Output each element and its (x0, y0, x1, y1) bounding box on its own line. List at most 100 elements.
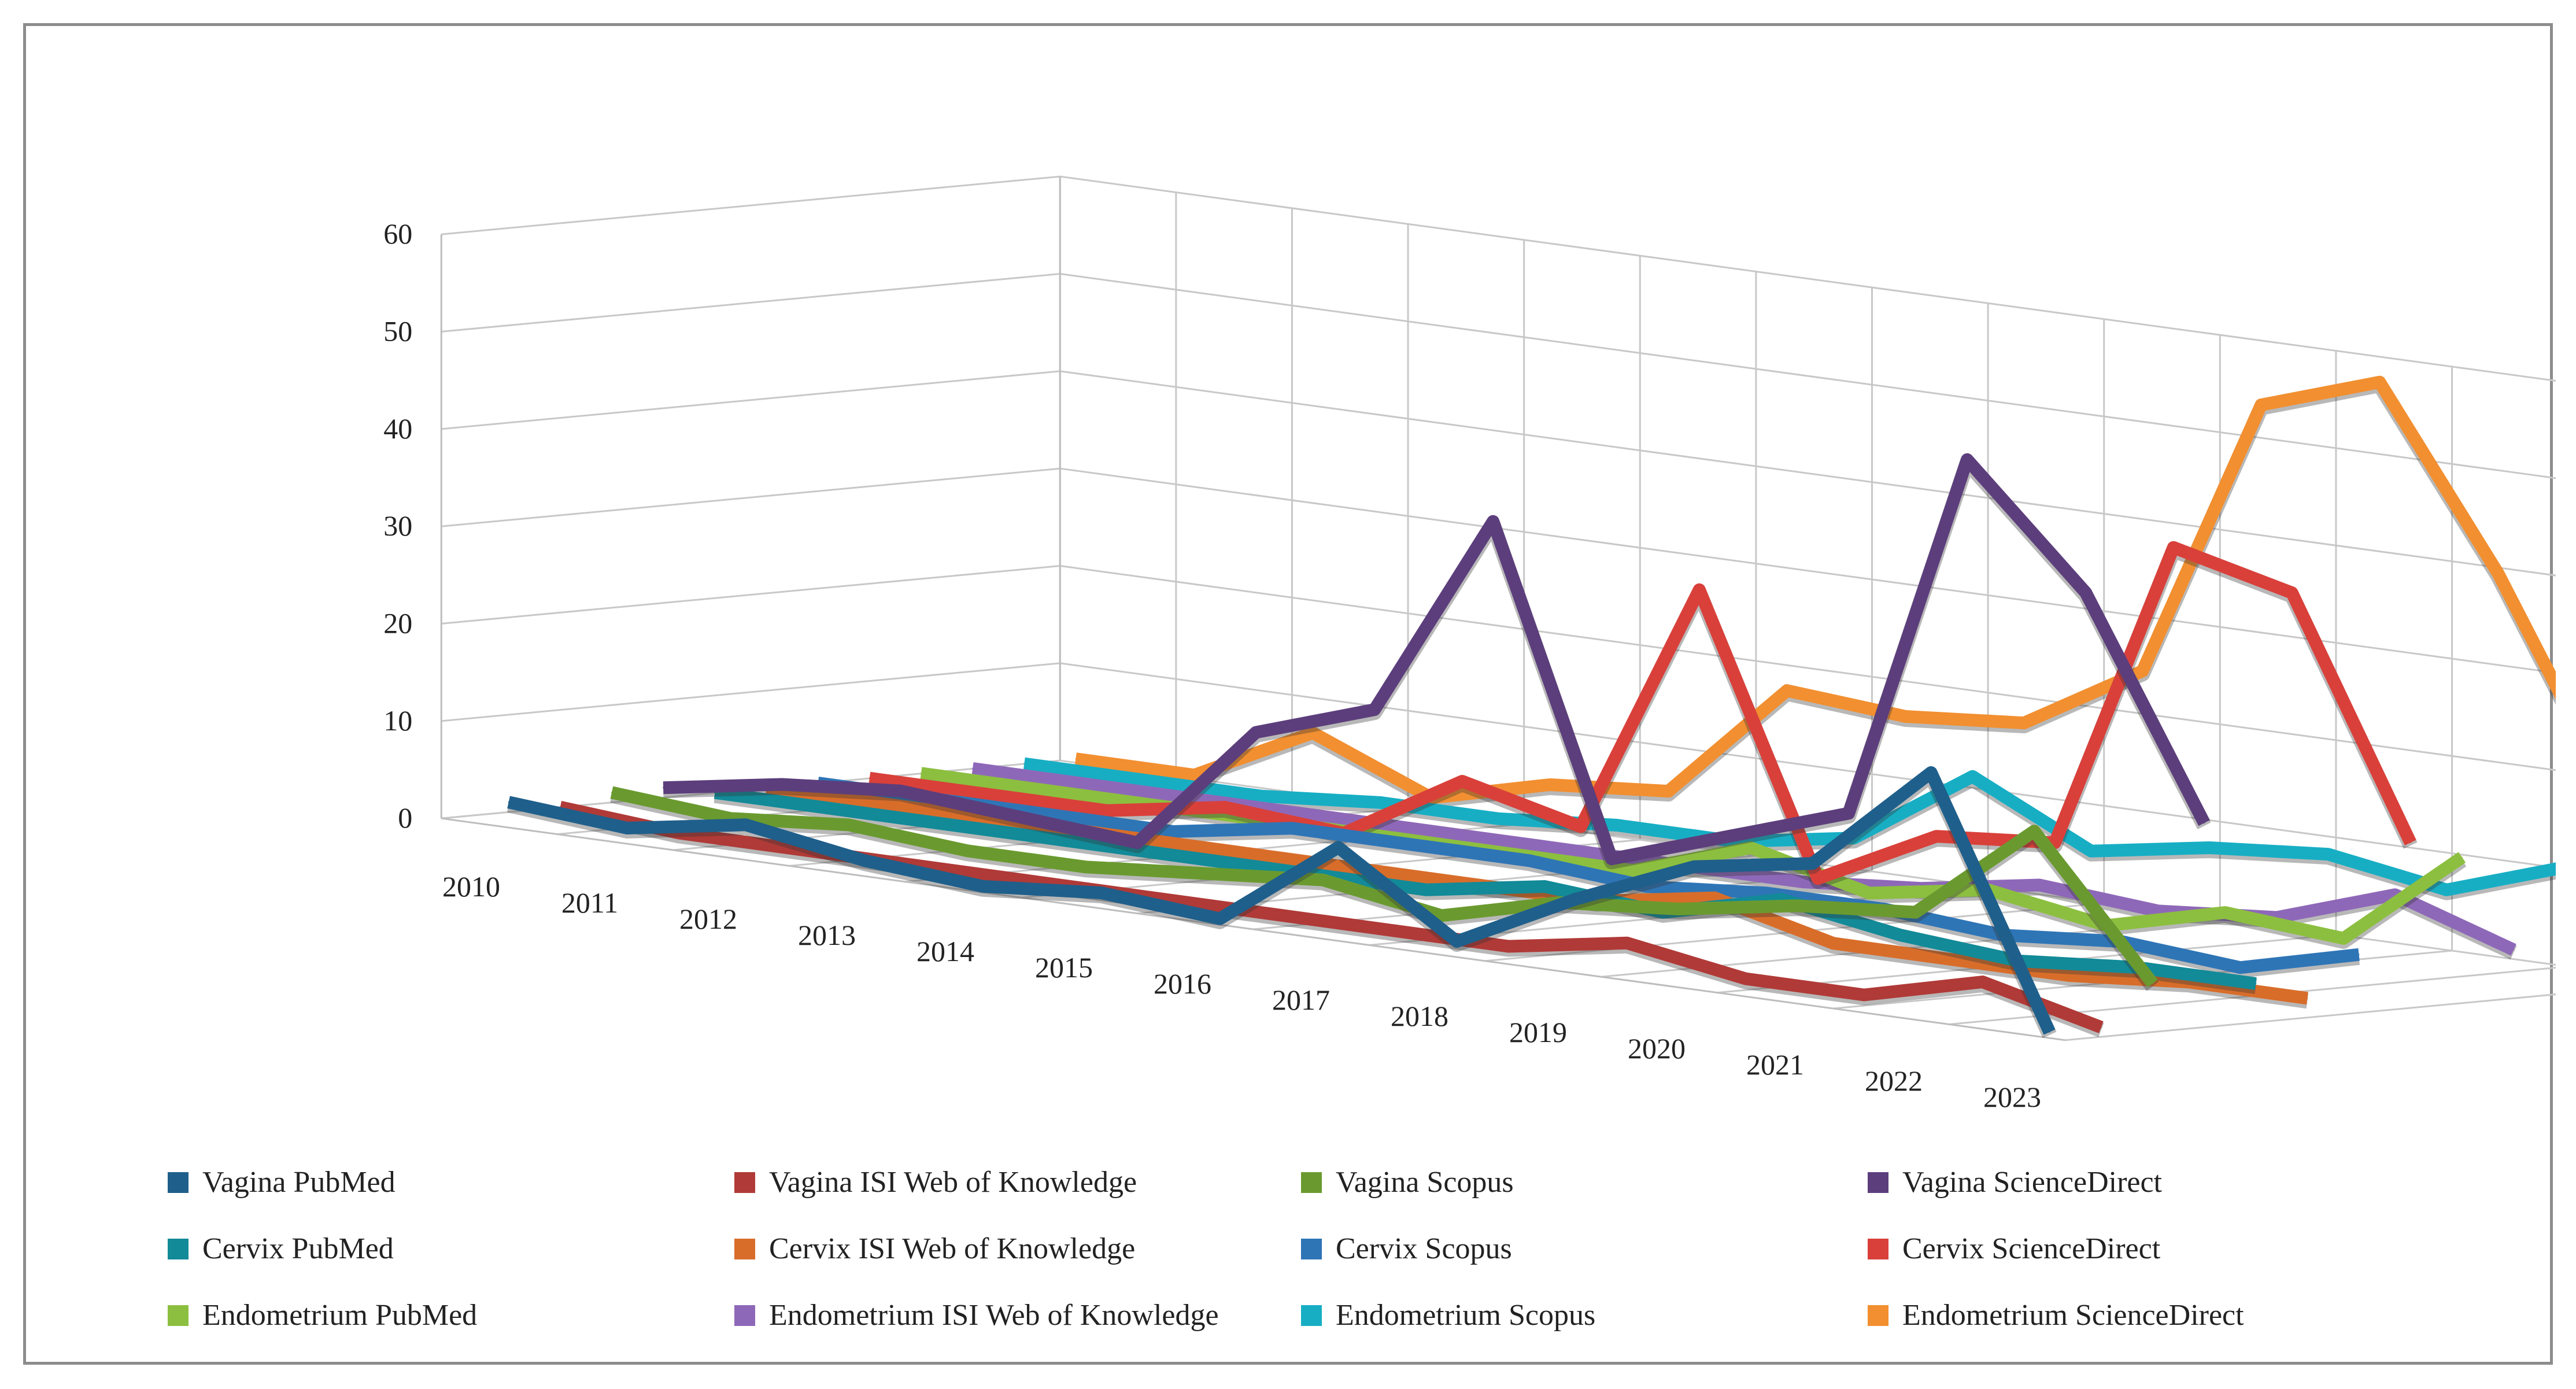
data-point (2023, 722, 2025, 724)
side-wall-gridline (441, 662, 1060, 722)
data-point (900, 790, 901, 792)
data-point (1038, 789, 1040, 790)
data-point (1868, 892, 1870, 894)
data-point (1291, 828, 1293, 829)
data-point (2188, 981, 2190, 983)
data-point (833, 808, 834, 810)
data-point (1224, 807, 1226, 808)
series-line (868, 541, 2418, 889)
series-line-path (714, 786, 2257, 990)
data-point (1905, 716, 1906, 717)
data-point (1312, 732, 1314, 734)
data-point (1832, 943, 1834, 944)
x-tick-label: 2012 (679, 903, 737, 935)
data-point (1188, 856, 1190, 858)
data-point (663, 787, 664, 789)
data-point (1745, 978, 1746, 980)
data-point (1781, 899, 1783, 900)
data-point (1544, 886, 1546, 887)
data-point (2157, 910, 2159, 912)
data-point (884, 803, 886, 805)
y-tick-label: 40 (383, 412, 412, 445)
x-tick-label: 2020 (1628, 1032, 1686, 1065)
data-point (1142, 779, 1144, 781)
data-point (1626, 942, 1628, 944)
data-point (1322, 879, 1324, 881)
x-axis: 2010 2011 2012 2013 2014 2015 2016 2017 2018 2019… (442, 870, 2041, 1113)
series-line-path (610, 786, 2158, 988)
back-wall-gridline (1060, 273, 2556, 479)
data-point (2152, 982, 2153, 984)
data-point (1374, 709, 1376, 711)
data-point (611, 792, 612, 793)
data-point (1786, 690, 1788, 692)
data-point (2142, 670, 2143, 672)
data-point (951, 824, 953, 826)
data-point (1070, 840, 1071, 842)
back-wall-gridline (1060, 370, 2556, 577)
x-tick-label: 2011 (561, 886, 618, 919)
x-tick-label: 2022 (1865, 1065, 1923, 1097)
data-point (1492, 520, 1494, 522)
series-line (507, 766, 2057, 1039)
data-point (1425, 889, 1427, 891)
x-tick-label: 2013 (798, 919, 856, 951)
data-point (796, 848, 798, 850)
x-tick-label: 2021 (1746, 1048, 1804, 1081)
data-point (2260, 404, 2262, 406)
data-point (1935, 836, 1937, 837)
data-point (1631, 870, 1633, 871)
data-point (1461, 781, 1463, 782)
data-point (1033, 881, 1035, 882)
data-point (1270, 913, 1272, 915)
data-point (1677, 908, 1679, 910)
data-point (1812, 863, 1813, 865)
side-wall-gridline (441, 565, 1060, 625)
y-tick-label: 30 (383, 509, 412, 542)
data-point (2513, 949, 2515, 951)
data-point (1693, 866, 1695, 867)
data-point (2379, 381, 2381, 383)
data-point (2446, 889, 2448, 891)
data-point (1173, 831, 1174, 832)
data-point (1765, 892, 1767, 894)
data-point (2358, 954, 2360, 955)
data-point (1982, 981, 1983, 982)
data-point (1018, 816, 1020, 818)
data-point (1668, 790, 1669, 792)
data-point (1848, 812, 1850, 814)
data-point (1255, 732, 1257, 733)
data-point (2394, 894, 2396, 896)
data-point (1729, 835, 1731, 837)
back-wall-gridline (1060, 467, 2556, 674)
series-line-path (1074, 375, 2556, 804)
data-point (1575, 899, 1576, 900)
data-point (1967, 459, 1968, 460)
series-line-path (1023, 757, 2556, 896)
y-tick-label: 50 (383, 315, 412, 348)
data-point (1802, 881, 1803, 882)
data-point (1440, 915, 1442, 917)
data-point (1410, 844, 1411, 845)
x-tick-label: 2016 (1154, 967, 1211, 1000)
series-ribbons (507, 375, 2556, 1039)
data-point (1951, 959, 1953, 961)
data-point (1328, 817, 1329, 818)
data-point (1389, 929, 1391, 931)
data-point (1580, 826, 1581, 828)
data-point (1796, 905, 1798, 907)
data-point (1750, 847, 1751, 848)
series-line-path (868, 541, 2416, 885)
data-point (1106, 810, 1107, 811)
data-point (2204, 822, 2205, 824)
x-tick-label: 2017 (1272, 984, 1330, 1016)
data-point (848, 824, 849, 826)
data-point (1203, 873, 1205, 874)
data-point (966, 850, 968, 852)
series-line-path (663, 453, 2210, 866)
data-point (1054, 815, 1056, 816)
data-point (2054, 842, 2056, 844)
data-point (1023, 763, 1025, 764)
side-wall-gridline (441, 273, 1060, 333)
